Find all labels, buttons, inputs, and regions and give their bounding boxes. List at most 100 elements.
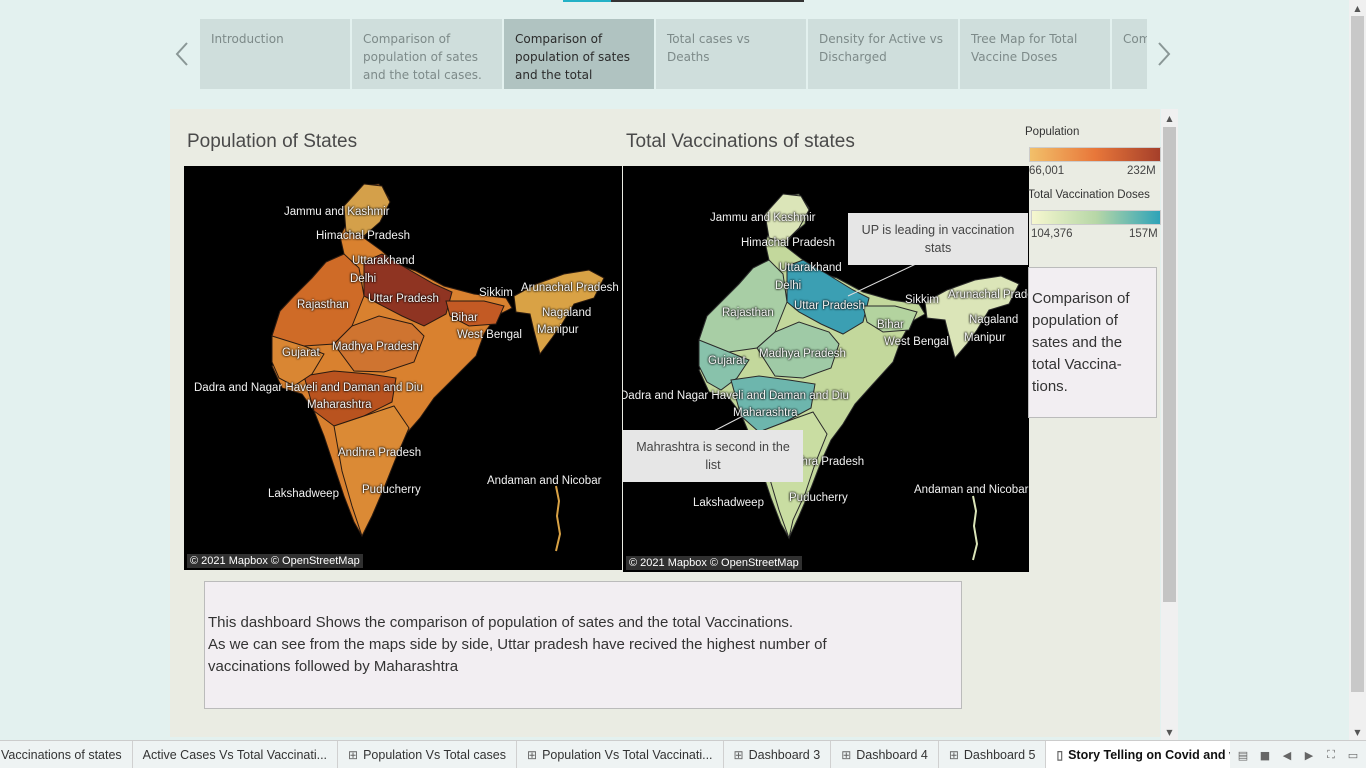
story-progress-indicator bbox=[563, 0, 804, 2]
map-label-manipur: Manipur bbox=[964, 332, 1006, 344]
story-point-treemap-vaccine-doses[interactable]: Tree Map for Total Vaccine Doses bbox=[960, 19, 1110, 89]
southern-states-region bbox=[333, 405, 410, 538]
map-label-uttarakhand: Uttarakhand bbox=[779, 262, 842, 274]
madhya-pradesh-region bbox=[756, 321, 840, 379]
map-attribution[interactable]: © 2021 Mapbox © OpenStreetMap bbox=[626, 556, 802, 570]
sheet-tab-vaccinations-of-states[interactable]: Vaccinations of states bbox=[0, 741, 133, 768]
andaman-islands bbox=[972, 495, 979, 561]
map-label-nagaland: Nagaland bbox=[969, 314, 1019, 326]
dashboard-canvas: Population of States Total Vaccinations … bbox=[170, 109, 1161, 737]
gujarat-region bbox=[698, 339, 750, 391]
annotation-up-leading[interactable]: UP is leading in vaccination stats bbox=[848, 213, 1028, 265]
sheet-tab-dashboard-5[interactable]: ⊞ Dashboard 5 bbox=[939, 741, 1047, 768]
population-color-legend[interactable] bbox=[1029, 147, 1161, 162]
northeast-region bbox=[513, 269, 605, 356]
sheet-tab-population-vs-vaccinations[interactable]: ⊞ Population Vs Total Vaccinati... bbox=[517, 741, 724, 768]
map-label-uttar-pradesh: Uttar Pradesh bbox=[794, 300, 865, 312]
map-label-lakshadweep: Lakshadweep bbox=[693, 497, 764, 509]
vaccination-legend-min: 104,376 bbox=[1031, 228, 1073, 240]
map-label-west-bengal: West Bengal bbox=[884, 336, 949, 348]
sheet-tab-label: Population Vs Total Vaccinati... bbox=[542, 747, 713, 762]
page-scroll-down-icon[interactable]: ▼ bbox=[1354, 727, 1361, 737]
story-icon: ▯ bbox=[1056, 747, 1064, 762]
scroll-up-arrow-icon[interactable]: ▲ bbox=[1166, 113, 1173, 123]
story-point-population-vs-cases[interactable]: Comparison of population of sates and th… bbox=[352, 19, 502, 89]
page-scroll-thumb[interactable] bbox=[1351, 16, 1364, 692]
bihar-region bbox=[445, 300, 505, 327]
map-label-bihar: Bihar bbox=[877, 319, 904, 331]
scroll-down-arrow-icon[interactable]: ▼ bbox=[1166, 727, 1173, 737]
sheet-tab-label: Story Telling on Covid and v... bbox=[1068, 747, 1246, 762]
sheet-tab-dashboard-3[interactable]: ⊞ Dashboard 3 bbox=[724, 741, 832, 768]
map-label-maharashtra: Maharashtra bbox=[733, 407, 798, 419]
story-point-comparation[interactable]: Comparation bbox=[1112, 19, 1147, 89]
vaccination-legend-max: 157M bbox=[1129, 228, 1158, 240]
map-label-rajasthan: Rajasthan bbox=[722, 307, 774, 319]
description-textbox: This dashboard Shows the comparison of p… bbox=[204, 581, 962, 709]
sheet-tab-label: Dashboard 4 bbox=[856, 747, 928, 762]
map-label-madhya-pradesh: Madhya Pradesh bbox=[759, 348, 846, 360]
uttar-pradesh-region bbox=[363, 253, 453, 327]
show-tabs-icon[interactable]: ■ bbox=[1259, 748, 1271, 762]
story-next-button[interactable] bbox=[1152, 36, 1176, 72]
map-label-sikkim: Sikkim bbox=[905, 294, 939, 306]
sheet-tab-label: Dashboard 3 bbox=[748, 747, 821, 762]
population-legend-max: 232M bbox=[1127, 165, 1156, 177]
map-label-lakshadweep: Lakshadweep bbox=[268, 488, 339, 500]
vaccination-color-legend[interactable] bbox=[1031, 210, 1161, 225]
map-label-andaman-nicobar: Andaman and Nicobar bbox=[914, 484, 1029, 496]
dashboard-scroll-thumb[interactable] bbox=[1163, 127, 1176, 602]
map-label-dadra-nagar-haveli: Dadra and Nagar Haveli and Daman and Diu bbox=[623, 390, 849, 402]
story-prev-button[interactable] bbox=[170, 36, 194, 72]
page-scroll-up-icon[interactable]: ▲ bbox=[1354, 3, 1361, 13]
north-region bbox=[764, 193, 810, 243]
description-line-2: As we can see from the maps side by side… bbox=[208, 636, 827, 653]
map-label-himachal-pradesh: Himachal Pradesh bbox=[741, 237, 835, 249]
sheet-tab-label: Dashboard 5 bbox=[963, 747, 1036, 762]
map-label-uttar-pradesh: Uttar Pradesh bbox=[368, 293, 439, 305]
presentation-mode-icon[interactable]: ⛶ bbox=[1327, 748, 1335, 761]
chevron-right-icon bbox=[1158, 42, 1171, 66]
population-map[interactable]: Jammu and Kashmir Himachal Pradesh Uttar… bbox=[184, 166, 622, 570]
dashboard-icon: ⊞ bbox=[348, 747, 359, 762]
story-point-cases-vs-deaths[interactable]: Total cases vs Deaths bbox=[656, 19, 806, 89]
vaccination-map[interactable]: Jammu and Kashmir Himachal Pradesh Uttar… bbox=[623, 166, 1029, 572]
vaccination-map-title: Total Vaccinations of states bbox=[626, 131, 855, 152]
maharashtra-region bbox=[303, 370, 397, 427]
prev-sheet-icon[interactable]: ◀ bbox=[1282, 748, 1292, 762]
map-label-puducherry: Puducherry bbox=[789, 492, 848, 504]
gujarat-region bbox=[271, 335, 325, 387]
show-filmstrip-icon[interactable]: ▤ bbox=[1237, 748, 1249, 762]
map-label-himachal-pradesh: Himachal Pradesh bbox=[316, 230, 410, 242]
sheet-tab-population-vs-total-cases[interactable]: ⊞ Population Vs Total cases bbox=[338, 741, 517, 768]
map-attribution[interactable]: © 2021 Mapbox © OpenStreetMap bbox=[187, 554, 363, 568]
population-map-title: Population of States bbox=[187, 131, 358, 152]
next-sheet-icon[interactable]: ▶ bbox=[1304, 748, 1314, 762]
dashboard-scrollbar[interactable]: ▲ ▼ bbox=[1161, 109, 1178, 741]
story-point-introduction[interactable]: Introduction bbox=[200, 19, 350, 89]
map-label-madhya-pradesh: Madhya Pradesh bbox=[332, 341, 419, 353]
map-label-puducherry: Puducherry bbox=[362, 484, 421, 496]
dashboard-icon: ⊞ bbox=[841, 747, 852, 762]
story-point-population-vs-vaccinations[interactable]: Comparison of population of sates and th… bbox=[504, 19, 654, 89]
page-scrollbar[interactable]: ▲ ▼ bbox=[1349, 0, 1366, 740]
map-label-delhi: Delhi bbox=[775, 280, 802, 292]
madhya-pradesh-region bbox=[333, 315, 425, 373]
map-label-uttarakhand: Uttarakhand bbox=[352, 255, 415, 267]
sheet-tab-dashboard-4[interactable]: ⊞ Dashboard 4 bbox=[831, 741, 939, 768]
sheet-tab-story-telling[interactable]: ▯ Story Telling on Covid and v... bbox=[1046, 741, 1257, 768]
map-label-west-bengal: West Bengal bbox=[457, 329, 522, 341]
sheet-tab-active-cases-vs-vaccinations[interactable]: Active Cases Vs Total Vaccinati... bbox=[133, 741, 339, 768]
map-label-nagaland: Nagaland bbox=[542, 307, 592, 319]
map-label-bihar: Bihar bbox=[451, 312, 478, 324]
sheet-tab-label: Population Vs Total cases bbox=[363, 747, 506, 762]
description-line-3: vaccinations followed by Maharashtra bbox=[208, 658, 459, 675]
sheet-bar-tools: ▤ ■ ◀ ▶ ⛶ ▭ bbox=[1230, 741, 1360, 768]
sheet-tab-label: Vaccinations of states bbox=[1, 747, 122, 762]
story-point-density-active-discharged[interactable]: Density for Active vs Discharged bbox=[808, 19, 958, 89]
monitor-icon[interactable]: ▭ bbox=[1347, 748, 1359, 762]
annotation-maharashtra-second[interactable]: Mahrashtra is second in the list bbox=[623, 430, 803, 482]
map-label-gujarat: Gujarat bbox=[282, 347, 320, 359]
map-label-rajasthan: Rajasthan bbox=[297, 299, 349, 311]
sheet-tab-label: Active Cases Vs Total Vaccinati... bbox=[142, 747, 328, 762]
